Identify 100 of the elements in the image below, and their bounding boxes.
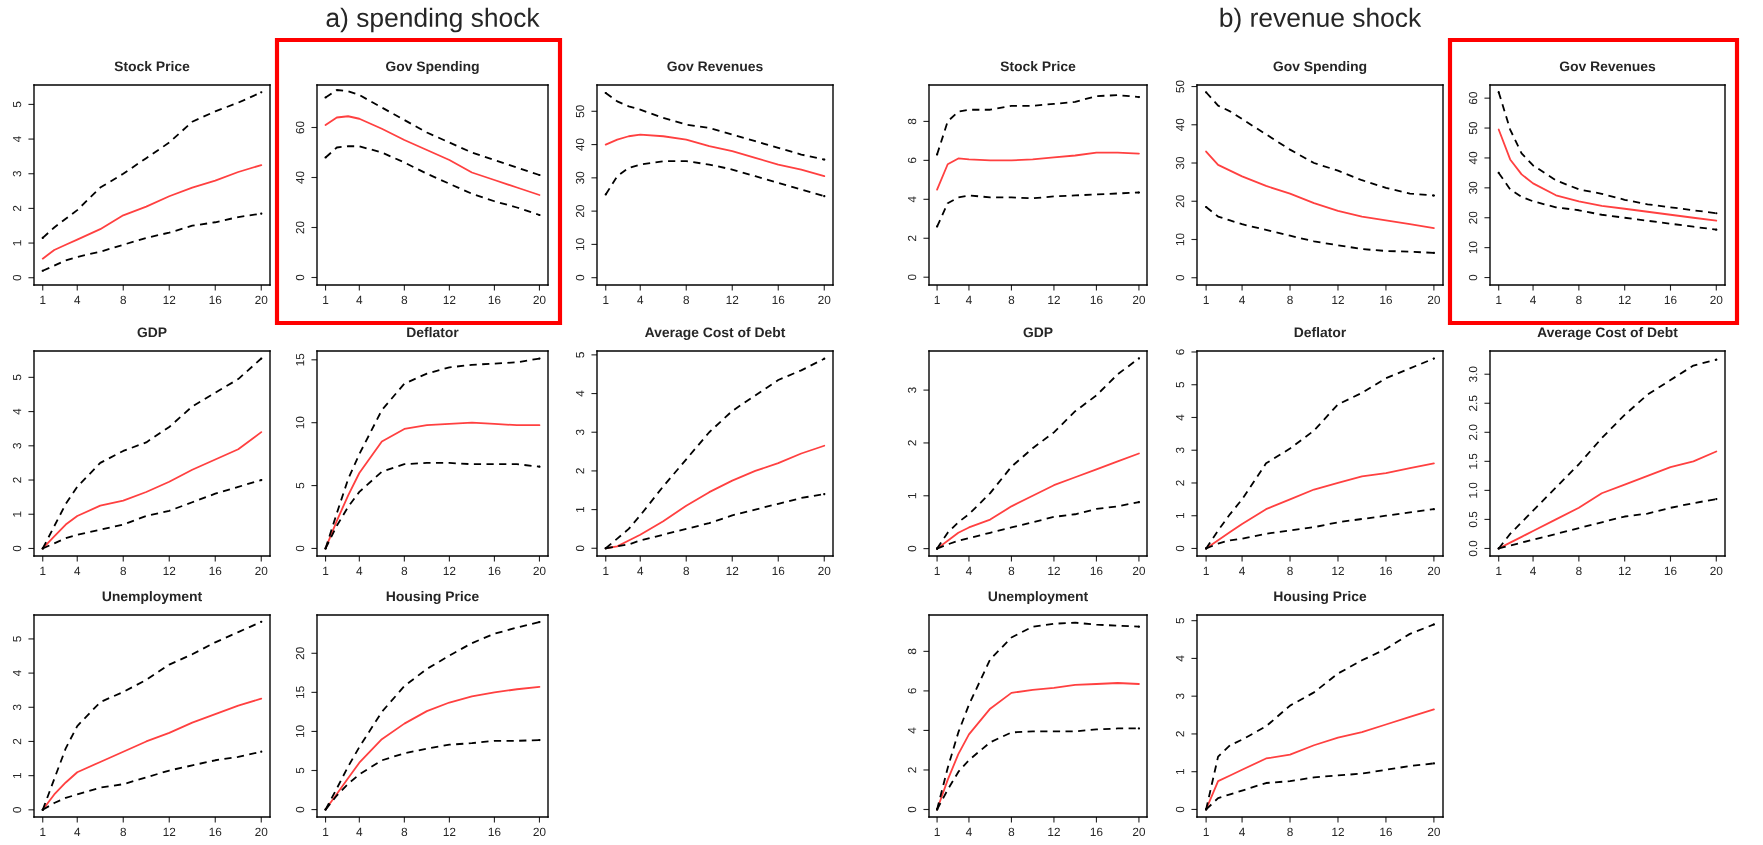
y-tick-label: 2 — [907, 767, 917, 773]
x-tick-label: 20 — [255, 295, 268, 305]
y-tick-label: 10 — [1468, 241, 1478, 254]
x-tick-label: 12 — [1048, 295, 1060, 304]
y-tick-label: 0 — [12, 545, 22, 552]
x-tick-label: 1 — [1203, 566, 1209, 575]
x-tick-label: 8 — [120, 827, 127, 837]
x-tick-label: 16 — [1090, 827, 1103, 837]
x-tick-label: 16 — [1664, 566, 1677, 576]
y-tick-label: 3 — [907, 387, 917, 393]
x-tick-label: 1 — [1203, 295, 1209, 304]
x-tick-label: 4 — [356, 566, 363, 575]
y-tick-label: 0 — [1175, 806, 1185, 813]
x-tick-label: 20 — [1427, 827, 1440, 837]
y-tick-label: 3 — [1175, 693, 1185, 700]
x-tick-label: 12 — [1332, 827, 1344, 836]
y-tick-label: 1 — [1176, 513, 1185, 519]
y-tick-label: 2 — [12, 477, 22, 483]
y-tick-label: 5 — [296, 482, 305, 489]
chart-title: Housing Price — [386, 591, 479, 605]
x-tick-label: 12 — [1332, 295, 1344, 304]
chart-title: Unemployment — [988, 591, 1088, 604]
y-tick-label: 50 — [1468, 121, 1478, 135]
x-tick-label: 16 — [1090, 295, 1103, 305]
x-tick-label: 4 — [1239, 295, 1246, 304]
x-tick-label: 12 — [443, 827, 456, 836]
y-tick-label: 10 — [575, 238, 585, 251]
y-tick-label: 1 — [13, 511, 22, 517]
x-tick-label: 8 — [1576, 566, 1582, 576]
x-tick-label: 12 — [1619, 295, 1631, 304]
y-tick-label: 60 — [295, 121, 305, 134]
y-tick-label: 30 — [1468, 181, 1478, 194]
x-tick-label: 16 — [488, 827, 501, 837]
y-tick-label: 15 — [296, 686, 305, 699]
y-tick-label: 1.0 — [1468, 482, 1478, 498]
chart-title: Stock Price — [1000, 61, 1076, 72]
y-tick-label: 3 — [12, 170, 22, 177]
y-tick-label: 1 — [13, 240, 22, 246]
y-tick-label: 5 — [13, 374, 22, 381]
y-tick-label: 40 — [1175, 118, 1185, 132]
y-tick-label: 20 — [575, 205, 585, 218]
x-tick-label: 16 — [488, 566, 501, 576]
y-tick-label: 2.5 — [1468, 395, 1478, 411]
x-tick-label: 1 — [1496, 566, 1502, 575]
x-tick-label: 20 — [533, 827, 546, 837]
x-tick-label: 1 — [934, 295, 940, 304]
y-tick-label: 2 — [1175, 731, 1185, 737]
x-tick-label: 4 — [1530, 295, 1536, 304]
y-tick-label: 0 — [12, 274, 22, 281]
x-tick-label: 1 — [1203, 827, 1209, 836]
y-tick-label: 0 — [575, 545, 585, 552]
x-tick-label: 20 — [1427, 566, 1440, 576]
y-tick-label: 1 — [1176, 768, 1185, 775]
chart-title: Stock Price — [114, 61, 190, 72]
x-tick-label: 12 — [163, 827, 176, 836]
x-tick-label: 4 — [1239, 566, 1246, 575]
y-tick-label: 20 — [1175, 195, 1185, 208]
y-tick-label: 5 — [576, 352, 585, 358]
y-tick-label: 4 — [13, 408, 22, 415]
chart-title: Housing Price — [1274, 591, 1367, 605]
x-tick-label: 12 — [1619, 566, 1631, 575]
x-tick-label: 4 — [74, 295, 81, 304]
x-tick-label: 4 — [1530, 566, 1536, 575]
x-tick-label: 20 — [533, 566, 546, 576]
x-tick-label: 1 — [934, 566, 940, 575]
y-tick-label: 5 — [1176, 617, 1185, 624]
x-tick-label: 8 — [1287, 295, 1293, 305]
y-tick-label: 1 — [13, 772, 22, 779]
x-tick-label: 1 — [323, 827, 329, 836]
y-tick-label: 8 — [907, 648, 917, 655]
x-tick-label: 4 — [965, 295, 972, 304]
y-tick-label: 0 — [295, 806, 305, 813]
y-tick-label: 50 — [575, 105, 585, 118]
x-tick-label: 12 — [726, 566, 739, 575]
y-tick-label: 20 — [1468, 211, 1478, 224]
y-tick-label: 1 — [576, 506, 585, 512]
x-tick-label: 16 — [1664, 295, 1677, 305]
x-tick-label: 12 — [163, 295, 176, 304]
y-tick-label: 5 — [13, 101, 22, 108]
y-tick-label: 4 — [1176, 414, 1185, 421]
y-tick-label: 4 — [13, 136, 22, 143]
x-tick-label: 16 — [1380, 827, 1392, 837]
y-tick-label: 10 — [295, 416, 305, 429]
y-tick-label: 3 — [12, 443, 22, 449]
y-tick-label: 4 — [908, 727, 917, 734]
x-tick-label: 16 — [1090, 566, 1103, 576]
y-tick-label: 20 — [295, 647, 305, 660]
x-tick-label: 8 — [401, 566, 408, 576]
y-tick-label: 60 — [1468, 92, 1478, 105]
y-tick-label: 0 — [575, 274, 585, 281]
x-tick-label: 20 — [255, 827, 268, 837]
x-tick-label: 16 — [488, 295, 501, 305]
chart-title: GDP — [1023, 327, 1053, 338]
y-tick-label: 50 — [1175, 80, 1185, 93]
x-tick-label: 12 — [1048, 827, 1060, 836]
y-tick-label: 30 — [575, 171, 585, 184]
x-tick-label: 16 — [209, 566, 222, 576]
y-tick-label: 0 — [12, 807, 22, 813]
y-tick-label: 1 — [908, 493, 917, 499]
x-tick-label: 12 — [1048, 566, 1060, 575]
